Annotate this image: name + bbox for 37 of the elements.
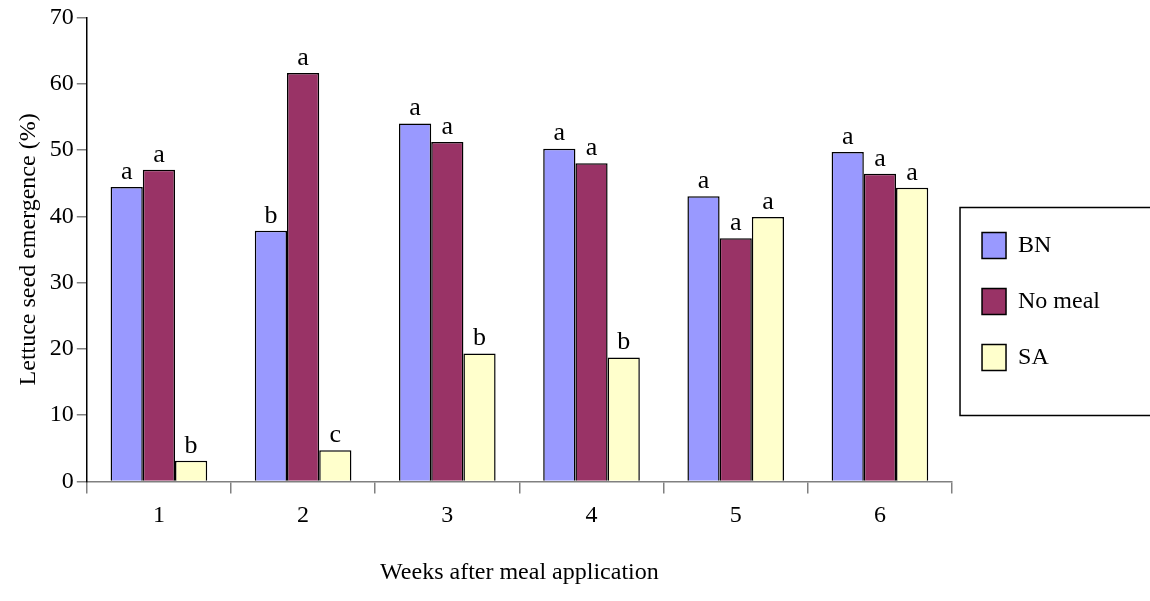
y-tick-label: 40	[49, 201, 74, 228]
data-label: a	[762, 185, 775, 215]
x-tick-label: 2	[297, 501, 310, 528]
data-label: a	[585, 132, 598, 162]
data-label: b	[184, 429, 198, 459]
y-tick-label: 20	[49, 334, 74, 361]
x-tick-label: 4	[585, 501, 598, 528]
data-label: a	[553, 117, 566, 147]
x-tick-label: 5	[729, 501, 742, 528]
x-axis-title: Weeks after meal application	[380, 557, 659, 584]
y-tick-label: 60	[49, 68, 74, 95]
y-tick-label: 70	[49, 2, 74, 29]
data-label: a	[906, 156, 919, 186]
y-axis-title: Lettuce seed emergence (%)	[13, 113, 40, 386]
data-label: a	[120, 155, 133, 185]
data-label: c	[329, 419, 342, 449]
x-tick-label: 3	[441, 501, 454, 528]
y-tick-label: 50	[49, 135, 74, 162]
data-label: a	[409, 92, 422, 122]
data-label: a	[729, 206, 742, 236]
data-label: a	[874, 142, 887, 172]
x-tick-label: 1	[152, 501, 165, 528]
y-tick-label: 30	[49, 267, 74, 294]
legend-label: BN	[1018, 230, 1052, 257]
data-label: b	[264, 199, 278, 229]
data-label: a	[297, 41, 310, 71]
legend-label: No meal	[1018, 286, 1101, 313]
y-tick-label: 10	[49, 400, 74, 427]
data-label: a	[697, 165, 710, 195]
data-label: a	[441, 110, 454, 140]
y-tick-label: 0	[61, 466, 74, 493]
legend-label: SA	[1018, 342, 1050, 369]
data-label: b	[617, 326, 631, 356]
x-tick-label: 6	[873, 501, 886, 528]
data-label: a	[841, 120, 854, 150]
data-label: b	[473, 322, 487, 352]
data-label: a	[153, 138, 166, 168]
